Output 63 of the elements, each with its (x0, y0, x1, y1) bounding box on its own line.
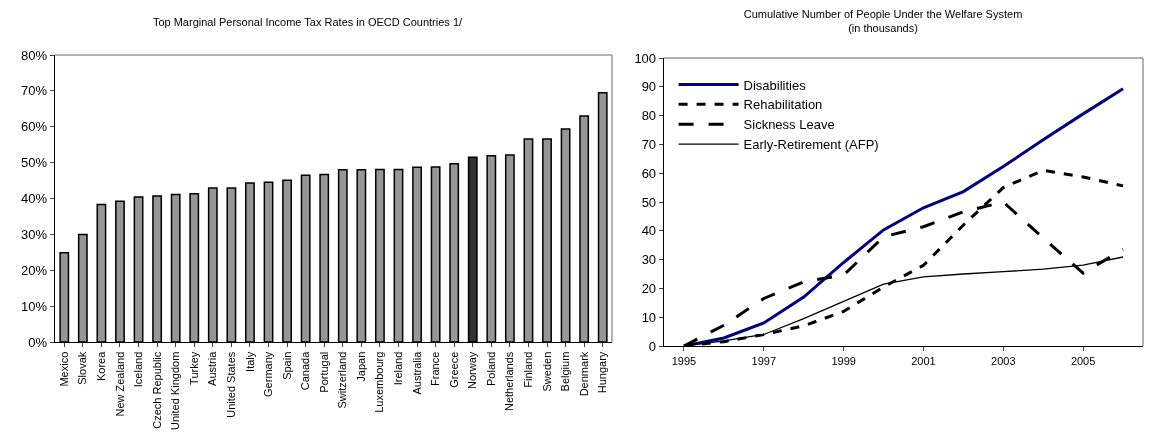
x-tick-label: United States (224, 351, 237, 418)
y-tick-label: 80% (21, 47, 48, 63)
x-tick-label: 2003 (991, 354, 1016, 367)
x-tick-label: Portugal (317, 351, 330, 393)
y-tick-label: 30% (21, 226, 48, 242)
x-tick-label: Italy (243, 351, 256, 372)
legend-label: Early-Retirement (AFP) (743, 137, 879, 153)
x-tick-label: France (429, 351, 442, 386)
y-tick-label: 100 (634, 50, 657, 66)
x-tick-label: Switzerland (336, 351, 349, 409)
x-tick-label: Sweden (540, 351, 553, 392)
x-tick-label: Luxembourg (373, 351, 386, 413)
y-tick-label: 0% (28, 334, 48, 350)
y-tick-label: 60% (21, 119, 48, 135)
x-tick-label: Germany (262, 351, 275, 397)
y-tick-label: 0 (648, 338, 657, 354)
y-tick-label: 80 (641, 108, 657, 124)
x-tick-label: Japan (354, 351, 367, 382)
chart-subtitle: (in thousands) (848, 22, 918, 35)
y-tick-label: 70% (21, 83, 48, 99)
chart-title: Cumulative Number of People Under the Welfare System (743, 7, 1023, 20)
x-tick-label: 2001 (911, 354, 936, 367)
y-tick-label: 40% (21, 191, 48, 207)
x-tick-label: Denmark (577, 351, 590, 397)
x-tick-label: Turkey (187, 351, 200, 385)
y-tick-label: 70 (641, 136, 657, 152)
x-tick-label: Austria (206, 350, 219, 386)
x-tick-label: Poland (484, 351, 497, 386)
y-tick-label: 50% (21, 155, 48, 171)
x-tick-label: Australia (410, 350, 423, 395)
x-tick-label: Hungary (596, 351, 609, 394)
x-tick-label: Iceland (132, 351, 145, 388)
x-tick-label: Ireland (392, 351, 405, 386)
y-tick-label: 60 (641, 165, 657, 181)
x-tick-label: Slovak (76, 351, 89, 385)
y-tick-label: 40 (641, 223, 657, 239)
x-tick-label: Spain (280, 351, 293, 380)
x-tick-label: New Zealand (113, 351, 126, 417)
legend-label: Disabilities (743, 77, 807, 93)
x-tick-label: Korea (94, 350, 107, 382)
x-tick-label: 1995 (671, 354, 697, 367)
x-tick-label: 1999 (831, 354, 856, 367)
y-tick-label: 20 (641, 280, 657, 296)
chart-title: Top Marginal Personal Income Tax Rates in OECD Countries 1/ (152, 15, 464, 28)
x-tick-label: Norway (466, 351, 479, 389)
x-tick-label: Canada (299, 350, 312, 391)
x-tick-label: Greece (447, 351, 460, 388)
y-tick-label: 10% (21, 298, 48, 314)
x-tick-label: 1997 (751, 354, 777, 367)
y-tick-label: 30 (641, 252, 657, 268)
y-tick-label: 90 (641, 79, 657, 95)
legend-label: Rehabilitation (743, 97, 823, 113)
y-tick-label: 10 (641, 309, 657, 325)
x-tick-label: United Kingdom (169, 351, 182, 430)
x-tick-label: 2005 (1070, 354, 1096, 367)
x-tick-label: Finland (522, 351, 535, 388)
x-tick-label: Mexico (57, 351, 70, 387)
x-tick-label: Netherlands (503, 351, 516, 412)
x-tick-label: Czech Republic (150, 351, 163, 429)
y-tick-label: 50 (641, 194, 657, 210)
legend-label: Sickness Leave (743, 117, 835, 133)
y-tick-label: 20% (21, 262, 48, 278)
x-tick-label: Belgium (559, 351, 572, 392)
